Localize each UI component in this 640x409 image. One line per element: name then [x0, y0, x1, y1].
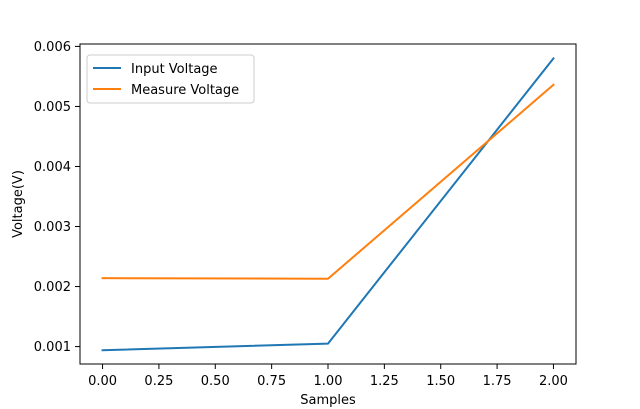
y-tick-label: 0.002 [34, 280, 71, 295]
legend-label-measure-voltage: Measure Voltage [131, 83, 239, 98]
x-tick-label: 0.75 [257, 374, 286, 389]
x-tick-label: 1.50 [426, 374, 455, 389]
x-tick-label: 0.00 [88, 374, 117, 389]
y-axis: 0.001 0.002 0.003 0.004 0.005 0.006 [34, 40, 80, 355]
y-tick-label: 0.003 [34, 220, 71, 235]
y-tick-label: 0.001 [34, 340, 71, 355]
y-axis-title: Voltage(V) [11, 170, 26, 238]
series-line-measure-voltage [101, 83, 555, 280]
y-tick-label: 0.004 [34, 160, 71, 175]
x-tick-label: 0.50 [201, 374, 230, 389]
series-layer [101, 57, 555, 352]
x-axis: 0.00 0.25 0.50 0.75 1.00 1.25 1.50 1.75 2.00 [88, 364, 568, 389]
x-tick-label: 1.75 [483, 374, 512, 389]
x-tick-label: 2.00 [539, 374, 568, 389]
x-axis-title: Samples [300, 393, 356, 408]
legend-box [86, 54, 255, 104]
y-tick-label: 0.005 [34, 100, 71, 115]
legend-label-input-voltage: Input Voltage [131, 62, 218, 77]
x-tick-label: 1.00 [314, 374, 343, 389]
legend: Input Voltage Measure Voltage [86, 54, 255, 104]
x-tick-label: 0.25 [144, 374, 173, 389]
series-line-input-voltage [101, 57, 555, 352]
y-tick-label: 0.006 [34, 40, 71, 55]
x-tick-label: 1.25 [370, 374, 399, 389]
